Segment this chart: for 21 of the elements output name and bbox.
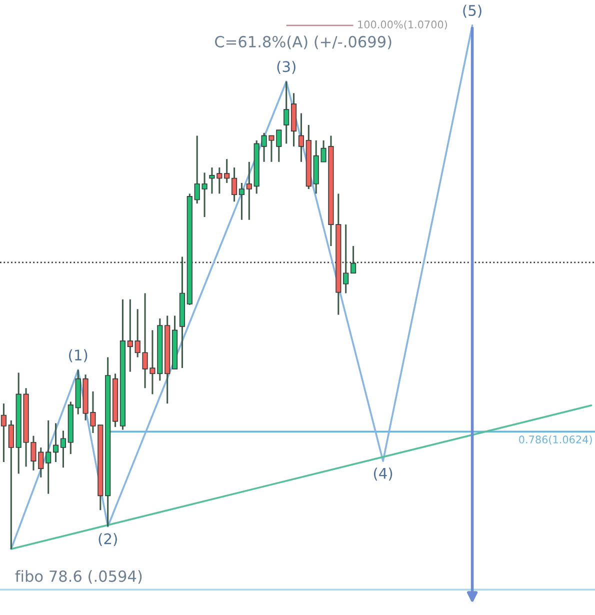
candlestick <box>8 420 14 550</box>
ref-line-label: fibo 78.6 (.0594) <box>15 570 142 584</box>
text: C=61.8%(A) (+/-.0699) <box>215 36 392 50</box>
candlestick <box>298 112 304 163</box>
candlestick <box>46 420 52 495</box>
candlestick <box>231 166 238 202</box>
candlestick <box>284 80 290 144</box>
candlestick <box>224 158 230 184</box>
candlestick <box>238 182 245 221</box>
candlestick <box>0 402 7 463</box>
annotation: 0.786(1.0624) <box>519 435 592 445</box>
annotation: (4) <box>374 468 392 481</box>
candlestick <box>246 161 252 221</box>
candlestick <box>127 298 133 373</box>
candlestick <box>60 430 66 468</box>
annotation: (1) <box>69 349 88 362</box>
annotation: (3) <box>277 60 296 74</box>
annotation: (2) <box>98 533 117 546</box>
annotation: (5) <box>463 4 482 18</box>
text: 100.00%(1.0700) <box>358 20 448 30</box>
candlestick <box>52 422 59 463</box>
